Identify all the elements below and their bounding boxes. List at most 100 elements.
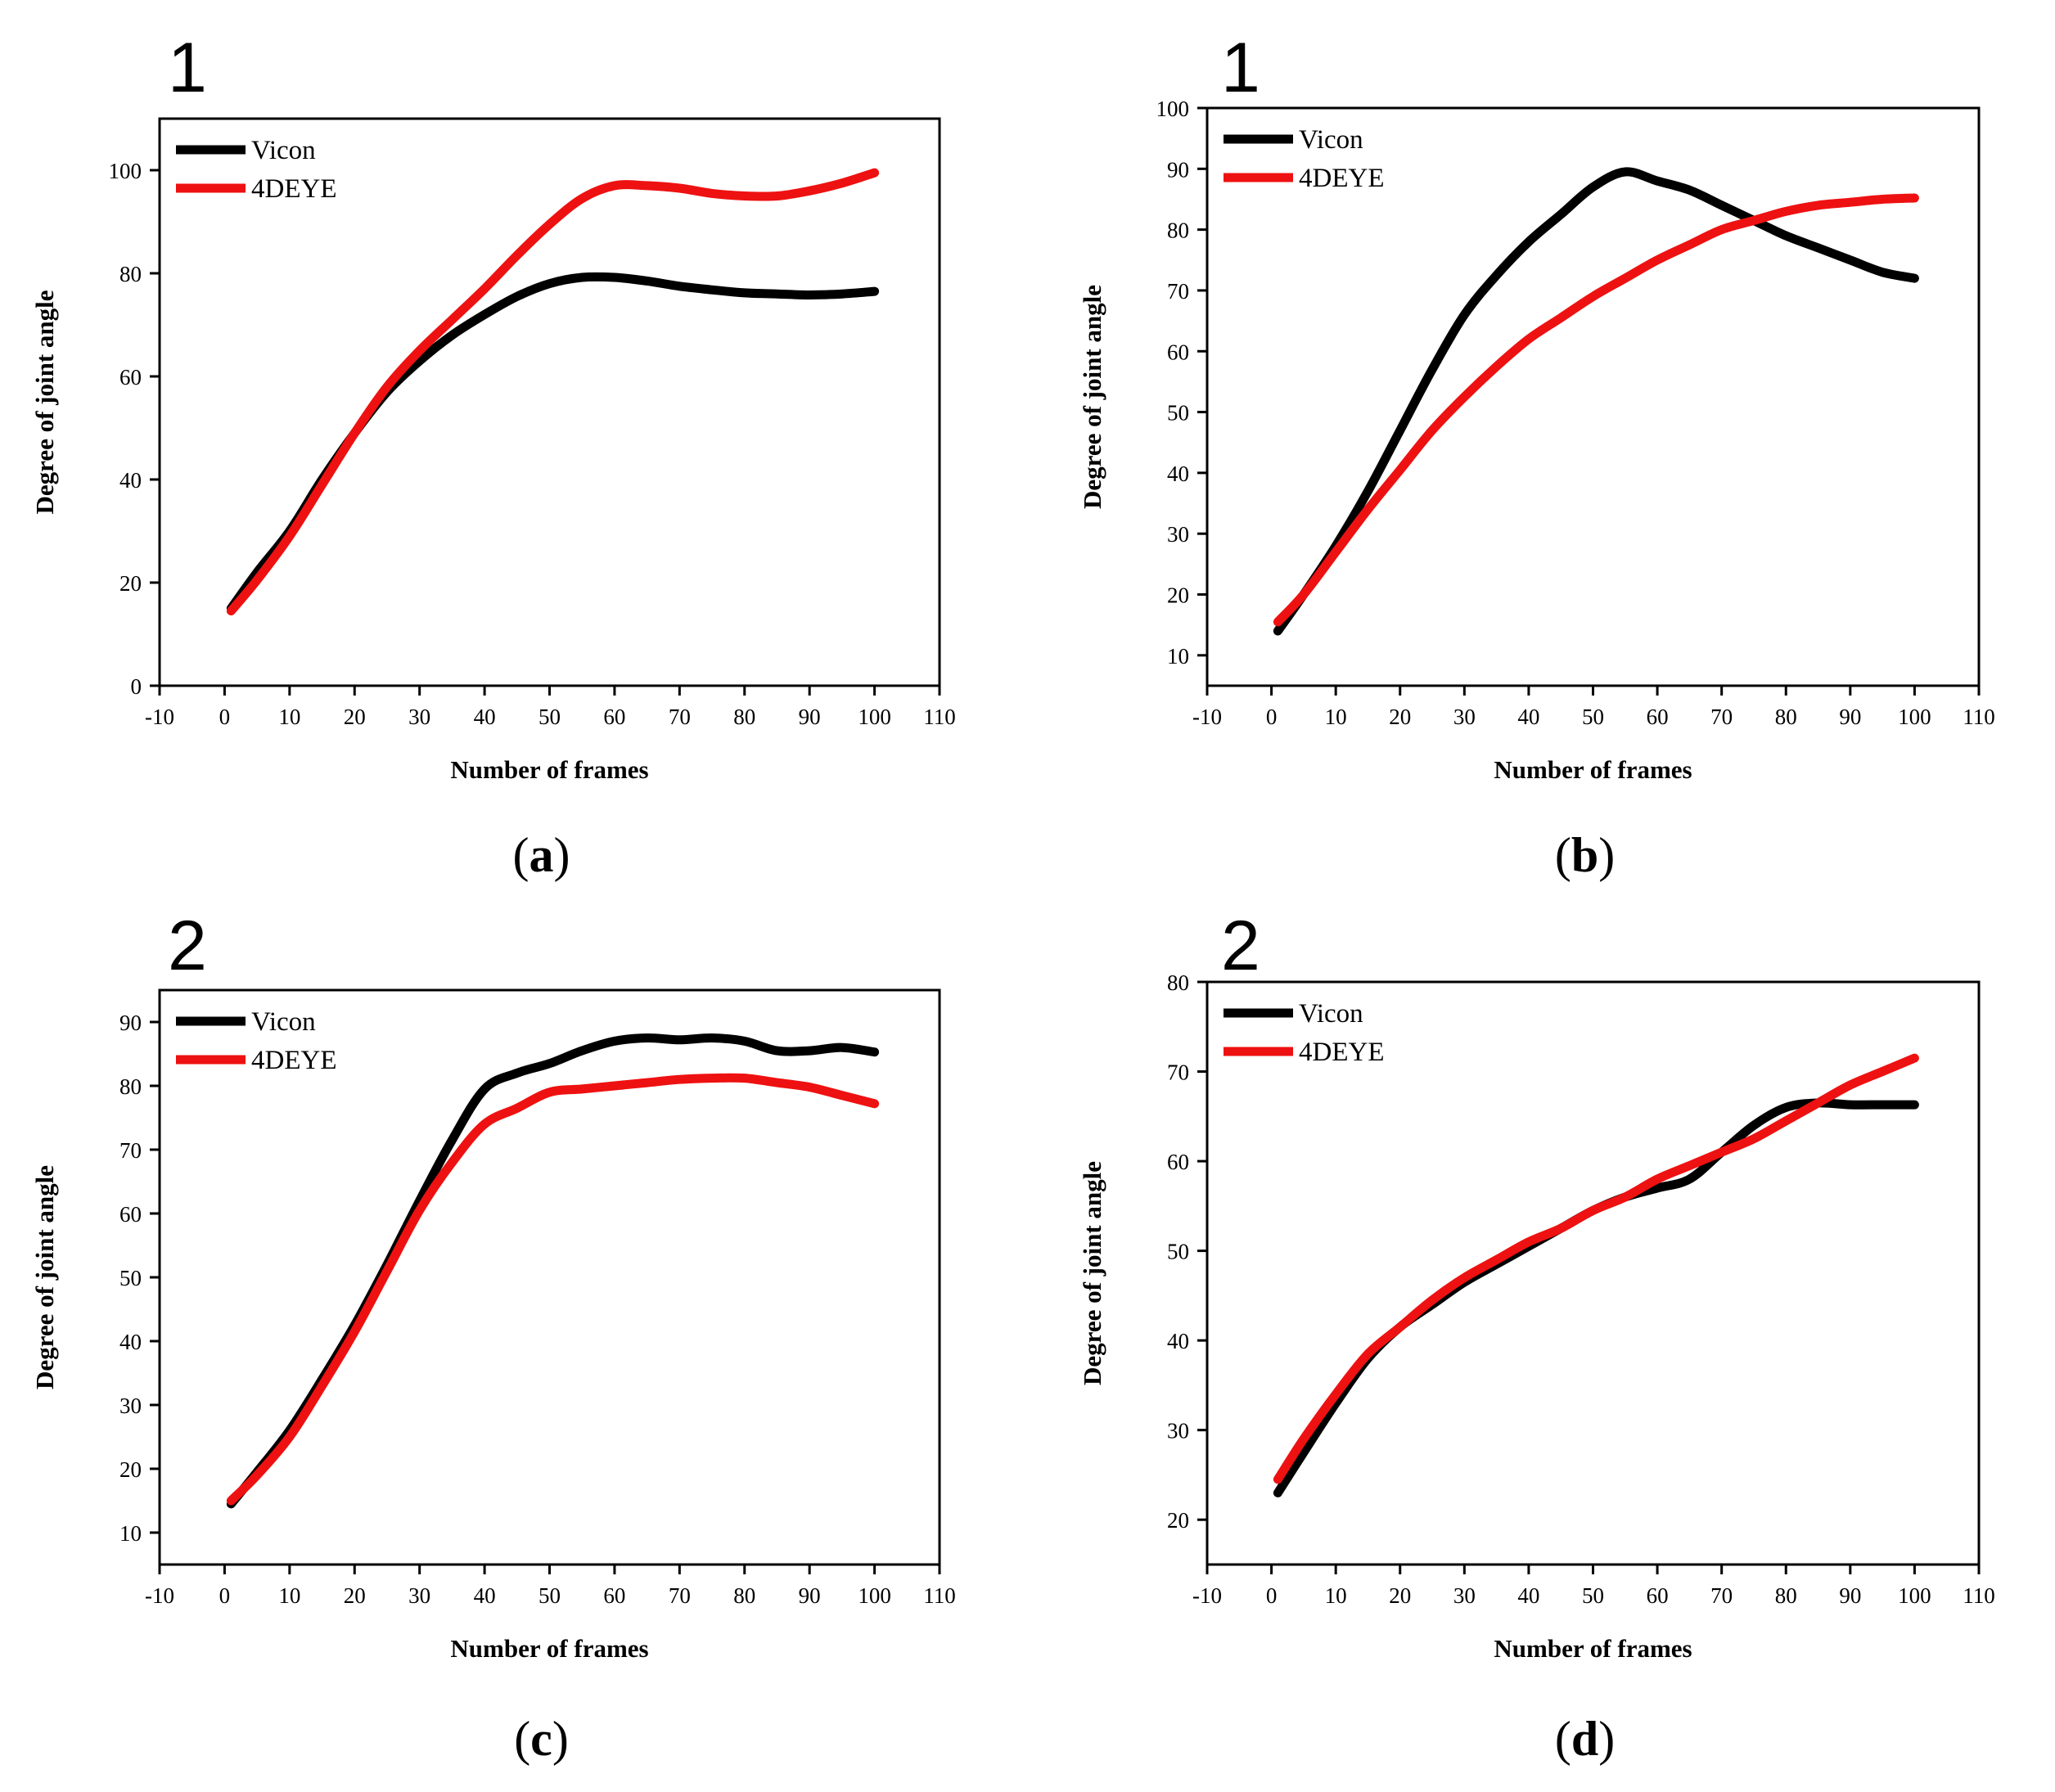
x-tick-label: 60 (603, 1583, 625, 1608)
x-tick-label: 30 (408, 705, 430, 729)
x-tick-label: 80 (1775, 705, 1797, 729)
y-tick-label: 100 (109, 159, 142, 183)
x-tick-label: 90 (799, 705, 821, 729)
x-tick-label: 70 (669, 1583, 691, 1608)
x-axis-title: Number of frames (1494, 755, 1692, 784)
caption-paren-open: ( (513, 828, 530, 882)
x-tick-label: 100 (858, 1583, 891, 1608)
panel-number: 2 (1221, 907, 1260, 985)
x-axis-title: Number of frames (450, 755, 648, 784)
panel-number: 1 (168, 29, 207, 107)
caption-paren-close: ) (1598, 828, 1615, 882)
y-tick-label: 90 (119, 1011, 142, 1035)
y-tick-label: 20 (119, 571, 142, 596)
y-tick-label: 70 (1167, 1060, 1189, 1085)
y-tick-label: 60 (119, 1202, 142, 1227)
y-tick-label: 60 (119, 365, 142, 389)
y-tick-label: 30 (119, 1394, 142, 1418)
x-tick-label: 30 (1453, 1583, 1476, 1608)
y-tick-label: 50 (1167, 401, 1189, 425)
y-tick-label: 10 (119, 1521, 142, 1546)
series-line-4deye (1273, 193, 1919, 627)
y-tick-label: 90 (1167, 157, 1189, 182)
y-tick-label: 20 (119, 1457, 142, 1482)
x-tick-label: 90 (799, 1583, 821, 1608)
x-tick-label: 110 (923, 1583, 956, 1608)
chart-panel-b: 1 -10 0 10 20 30 40 50 60 70 80 90 100 110 10 20 30 40 50 6… (1078, 29, 1995, 882)
x-tick-label: -10 (145, 1583, 174, 1608)
legend-label: Vicon (251, 1007, 316, 1037)
x-tick-label: -10 (1192, 705, 1222, 729)
x-tick-label: 80 (1775, 1583, 1797, 1608)
x-tick-label: 40 (1517, 705, 1539, 729)
caption-paren-close: ) (552, 1712, 569, 1766)
series-line-4deye (1273, 1053, 1919, 1484)
panel-number: 2 (168, 907, 207, 985)
x-tick-label: 60 (1647, 705, 1669, 729)
y-tick-label: 20 (1167, 583, 1189, 608)
x-tick-label: 60 (1647, 1583, 1669, 1608)
x-tick-label: 80 (733, 705, 755, 729)
y-tick-label: 80 (119, 1074, 142, 1099)
chart-panel-d: 2 -10 0 10 20 30 40 50 60 70 80 90 100 110 20 30 40 50 60 7… (1078, 907, 1995, 1766)
x-tick-label: 40 (474, 1583, 496, 1608)
y-tick-label: 80 (1167, 970, 1189, 995)
x-tick-label: 10 (1325, 705, 1347, 729)
x-tick-label: 90 (1839, 1583, 1861, 1608)
series-line-vicon (1273, 167, 1919, 636)
plot-frame (158, 988, 941, 1566)
y-axis-title: Degree of joint angle (1078, 285, 1106, 509)
x-tick-label: 10 (278, 1583, 300, 1608)
legend-label: 4DEYE (251, 1046, 336, 1075)
y-tick-label: 60 (1167, 1150, 1189, 1174)
caption-letter: a (530, 828, 554, 882)
x-tick-label: 50 (1582, 705, 1604, 729)
caption-paren-open: ( (1555, 828, 1571, 882)
y-tick-label: 40 (119, 468, 142, 493)
y-axis-title: Degree of joint angle (30, 1165, 59, 1389)
panel-caption: (b) (1555, 828, 1615, 882)
x-tick-label: 110 (1963, 705, 1995, 729)
x-tick-label: 100 (1898, 705, 1931, 729)
y-tick-label: 10 (1167, 644, 1189, 669)
caption-letter: c (530, 1712, 552, 1766)
series-line-4deye (226, 168, 880, 616)
y-tick-label: 30 (1167, 1419, 1189, 1443)
series-line-vicon (226, 1033, 880, 1509)
x-tick-label: -10 (145, 705, 174, 729)
x-tick-label: 50 (539, 705, 561, 729)
x-axis-title: Number of frames (450, 1634, 648, 1663)
plot-frame (1206, 980, 1981, 1566)
caption-paren-open: ( (514, 1712, 530, 1766)
x-axis-title: Number of frames (1494, 1634, 1692, 1663)
x-tick-label: 20 (1389, 705, 1411, 729)
y-tick-label: 70 (119, 1138, 142, 1163)
y-axis-title: Degree of joint angle (30, 290, 59, 514)
y-tick-label: 100 (1156, 97, 1190, 121)
x-tick-label: 50 (539, 1583, 561, 1608)
panel-caption: (c) (514, 1712, 569, 1766)
x-tick-label: 30 (408, 1583, 430, 1608)
legend-label: Vicon (1299, 999, 1363, 1029)
x-tick-label: 20 (1389, 1583, 1411, 1608)
panel-caption: (d) (1555, 1712, 1615, 1766)
x-tick-label: 0 (219, 1583, 231, 1608)
legend-label: 4DEYE (1299, 164, 1384, 193)
x-tick-label: 0 (1266, 705, 1278, 729)
y-tick-label: 40 (119, 1330, 142, 1354)
caption-letter: d (1571, 1712, 1598, 1766)
legend-label: 4DEYE (1299, 1038, 1384, 1067)
x-tick-label: 80 (733, 1583, 755, 1608)
y-tick-label: 30 (1167, 522, 1189, 547)
y-tick-label: 60 (1167, 340, 1189, 364)
x-tick-label: 100 (1898, 1583, 1931, 1608)
legend-label: Vicon (251, 136, 316, 165)
y-tick-label: 80 (119, 262, 142, 286)
y-tick-label: 40 (1167, 462, 1189, 486)
series-line-vicon (1273, 1098, 1919, 1497)
x-tick-label: 100 (858, 705, 891, 729)
y-tick-label: 40 (1167, 1329, 1189, 1353)
x-tick-label: 20 (344, 1583, 366, 1608)
x-tick-label: 0 (219, 705, 231, 729)
